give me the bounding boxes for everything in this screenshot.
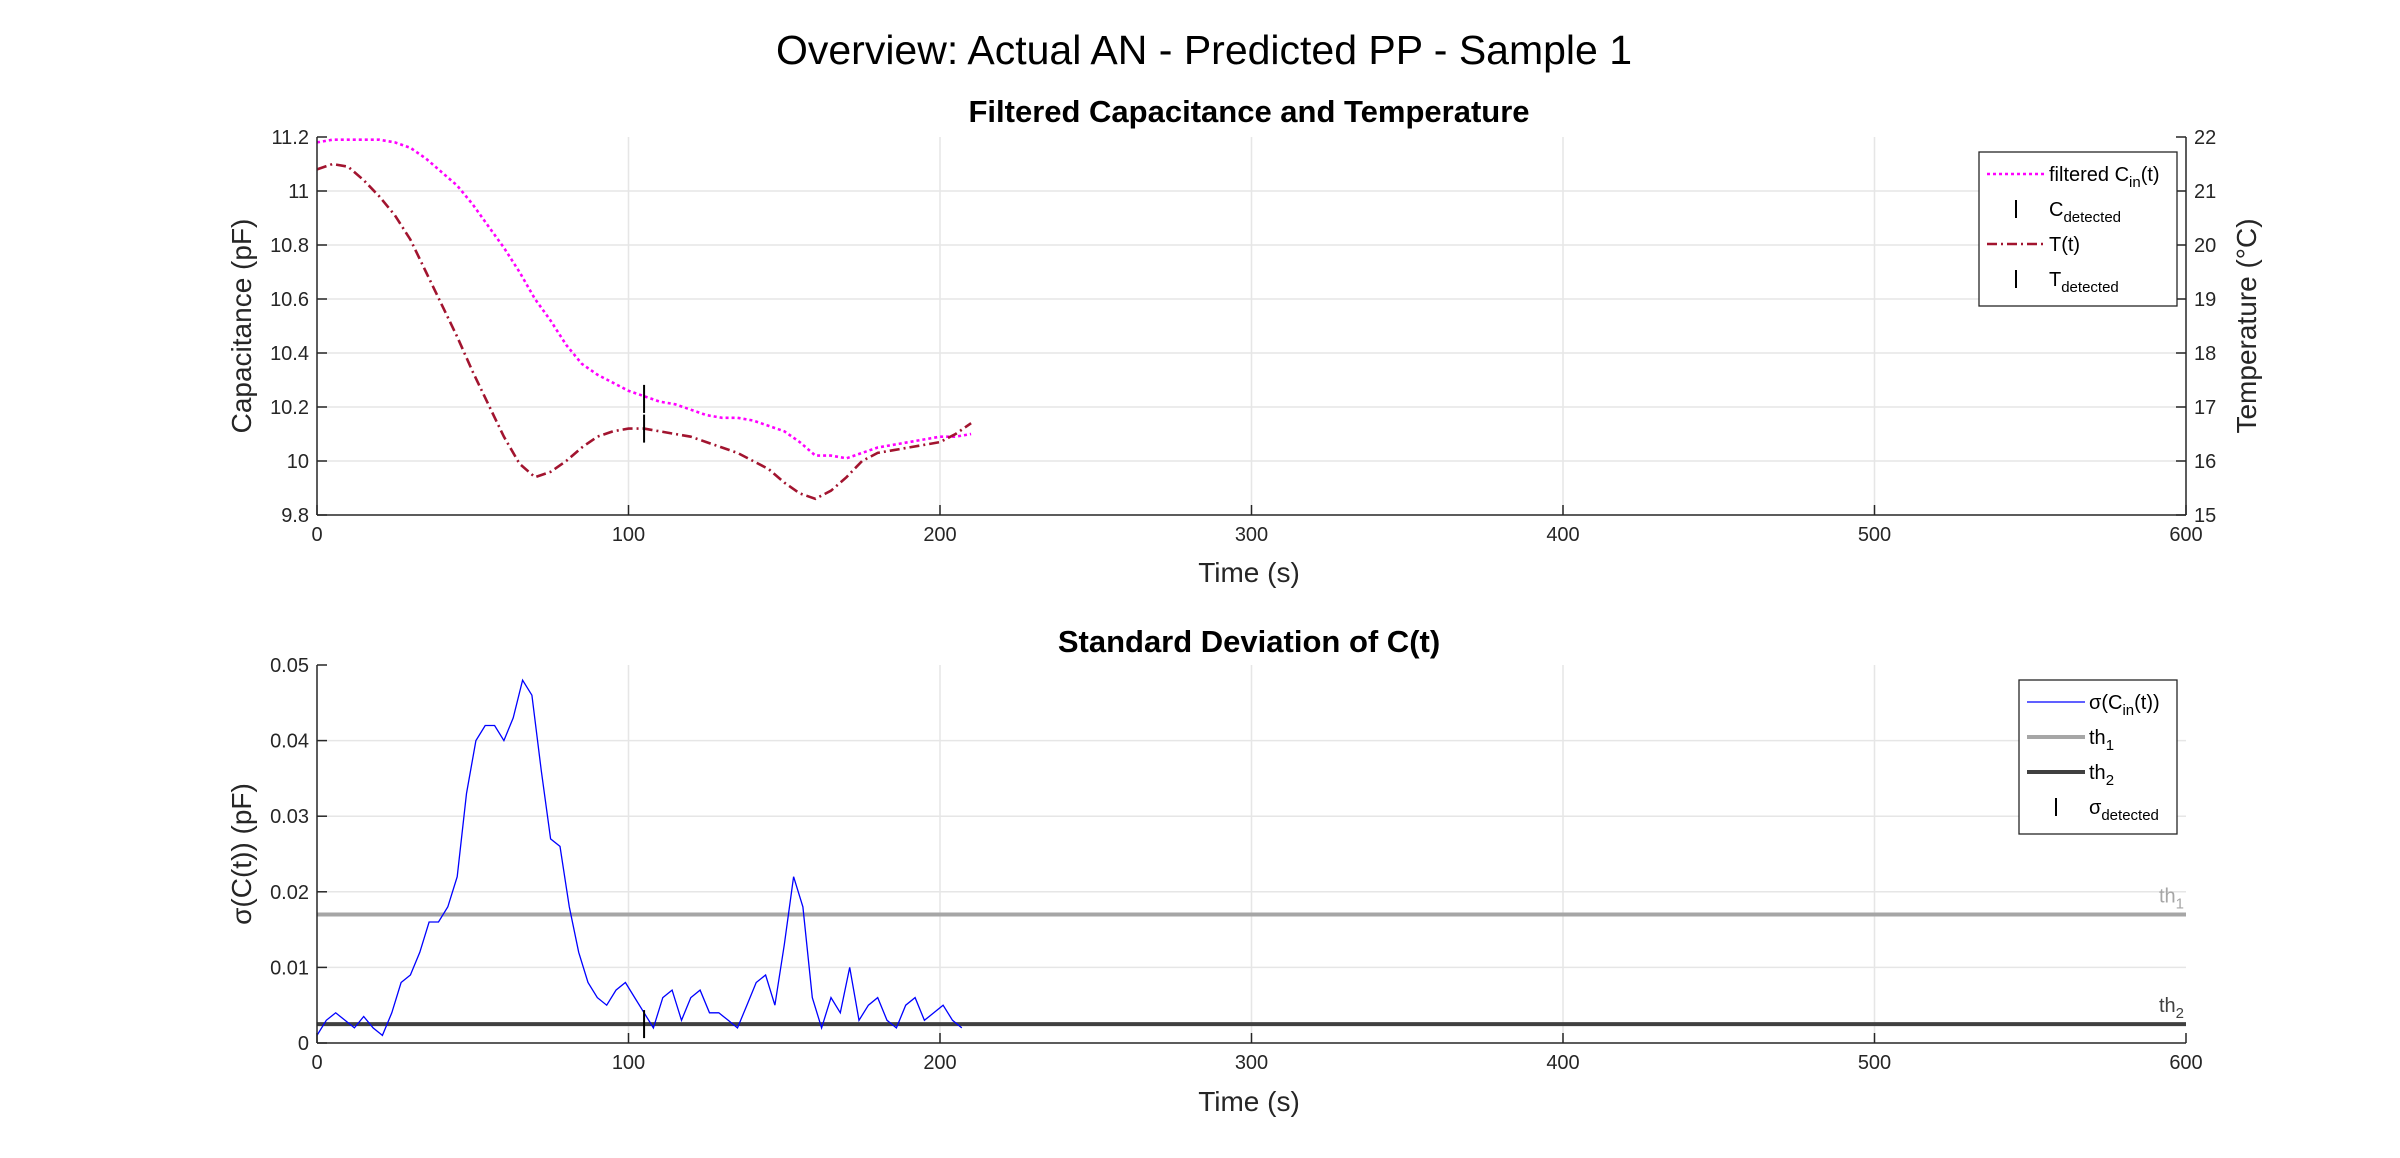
x-tick-label: 100 bbox=[612, 1052, 645, 1074]
right-y-tick-label: 22 bbox=[2194, 127, 2216, 149]
y-tick-label: 10.4 bbox=[270, 343, 309, 365]
panel2-thresholds: th1 th2 bbox=[317, 885, 2186, 1027]
legend-entry-1: filtered Cin(t) bbox=[2049, 164, 2160, 191]
legend-entry-3: th2 bbox=[2089, 762, 2114, 789]
legend-entry-3: T(t) bbox=[2049, 234, 2080, 256]
panel1-grid bbox=[317, 137, 2186, 515]
legend-box bbox=[1978, 151, 2178, 307]
legend-entry-2: Cdetected bbox=[2049, 199, 2121, 226]
panel2-x-axis-label: Time (s) bbox=[1198, 1086, 1300, 1117]
panel2-series bbox=[316, 678, 963, 1037]
y-tick-label: 0 bbox=[298, 1033, 309, 1055]
right-y-tick-label: 21 bbox=[2194, 181, 2216, 203]
right-y-tick-label: 20 bbox=[2194, 235, 2216, 257]
x-tick-label: 600 bbox=[2169, 1052, 2202, 1074]
y-tick-label: 10.8 bbox=[270, 235, 309, 257]
panel1-legend: filtered Cin(t) Cdetected T(t) Tdetected bbox=[1978, 151, 2178, 307]
panel2-axes: 0 100 200 300 400 500 600 0 0.01 0.02 0.03 0.04 0.05 bbox=[270, 655, 2203, 1074]
threshold-label-1: th1 bbox=[2159, 885, 2184, 912]
x-tick-label: 0 bbox=[311, 524, 322, 546]
x-tick-label: 400 bbox=[1546, 1052, 1579, 1074]
x-tick-label: 0 bbox=[311, 1052, 322, 1074]
x-tick-label: 200 bbox=[923, 524, 956, 546]
y-tick-label: 0.03 bbox=[270, 806, 309, 828]
right-y-tick-label: 15 bbox=[2194, 505, 2216, 527]
panel2-title: Standard Deviation of C(t) bbox=[1058, 624, 1440, 659]
panel1-x-axis-label: Time (s) bbox=[1198, 557, 1300, 588]
right-y-tick-label: 18 bbox=[2194, 343, 2216, 365]
y-tick-label: 10.6 bbox=[270, 289, 309, 311]
y-tick-label: 10.2 bbox=[270, 397, 309, 419]
x-tick-label: 500 bbox=[1858, 1052, 1891, 1074]
y-tick-label: 9.8 bbox=[281, 505, 309, 527]
right-y-tick-label: 17 bbox=[2194, 397, 2216, 419]
y-tick-label: 11 bbox=[288, 181, 309, 203]
panel2-y-axis-label: σ(C(t)) (pF) bbox=[226, 783, 257, 925]
panel1-y-axis-label: Capacitance (pF) bbox=[226, 219, 257, 434]
legend-entry-2: th1 bbox=[2089, 727, 2114, 754]
y-tick-label: 10 bbox=[287, 451, 309, 473]
right-y-tick-label: 19 bbox=[2194, 289, 2216, 311]
panel2-legend: σ(Cin(t)) th1 th2 σdetected bbox=[2018, 679, 2178, 835]
legend-entry-4: σdetected bbox=[2089, 797, 2159, 824]
right-y-tick-label: 16 bbox=[2194, 451, 2216, 473]
legend-entry-1: σ(Cin(t)) bbox=[2089, 692, 2160, 719]
legend-box bbox=[2018, 679, 2178, 835]
y-tick-label: 0.02 bbox=[270, 882, 309, 904]
panel2-grid bbox=[317, 665, 2186, 1043]
panel1-title: Filtered Capacitance and Temperature bbox=[968, 94, 1529, 129]
x-tick-label: 300 bbox=[1235, 524, 1268, 546]
legend-entry-4: Tdetected bbox=[2049, 269, 2119, 296]
x-tick-label: 100 bbox=[612, 524, 645, 546]
x-tick-label: 400 bbox=[1546, 524, 1579, 546]
series-line-1 bbox=[316, 678, 963, 1037]
y-tick-label: 0.04 bbox=[270, 731, 309, 753]
y-tick-label: 11.2 bbox=[272, 127, 309, 149]
panel1-axes: 0 100 200 300 400 500 600 9.8 10 10.2 10.4 10.6 10.8… bbox=[270, 127, 2216, 546]
threshold-label-2: th2 bbox=[2159, 995, 2184, 1022]
capacitance-temperature-panel: 0 100 200 300 400 500 600 9.8 10 10.2 10.4 10.6 10.8… bbox=[226, 94, 2262, 588]
y-tick-label: 0.01 bbox=[270, 957, 309, 979]
y-tick-label: 0.05 bbox=[270, 655, 309, 677]
figure-title: Overview: Actual AN - Predicted PP - Sam… bbox=[776, 27, 1632, 73]
x-tick-label: 600 bbox=[2169, 524, 2202, 546]
x-tick-label: 500 bbox=[1858, 524, 1891, 546]
x-tick-label: 200 bbox=[923, 1052, 956, 1074]
x-tick-label: 300 bbox=[1235, 1052, 1268, 1074]
panel1-right-y-axis-label: Temperature (°C) bbox=[2231, 218, 2262, 433]
